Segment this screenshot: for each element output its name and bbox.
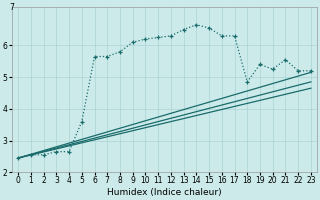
Text: 7: 7: [9, 3, 14, 12]
X-axis label: Humidex (Indice chaleur): Humidex (Indice chaleur): [107, 188, 222, 197]
